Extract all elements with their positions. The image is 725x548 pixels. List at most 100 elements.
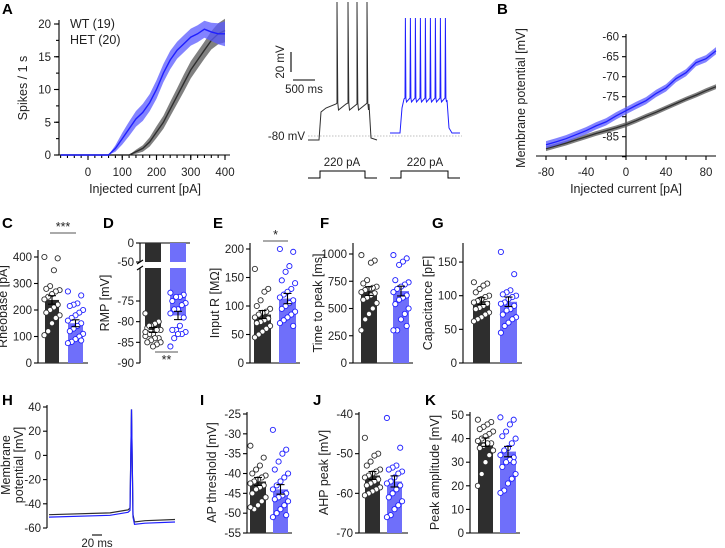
k-data-point-het: [512, 470, 519, 478]
i-data-point-het: [271, 496, 278, 503]
b-y-axis-label: Membrane potential [mV]: [514, 28, 528, 168]
d-data-point-het: [169, 297, 176, 305]
c-y-tick-label: 100: [13, 332, 32, 344]
e-data-point-wt: [251, 265, 258, 273]
k-data-point-het: [512, 435, 519, 442]
k-y-tick-label: 20: [451, 481, 464, 493]
d-data-point-het: [167, 289, 174, 296]
j-data-point-wt: [371, 452, 378, 459]
d-data-point-wt: [149, 343, 157, 350]
d-data-point-het: [178, 302, 185, 309]
panel-label-a: A: [2, 1, 13, 18]
i-y-tick-label: -35: [224, 449, 241, 461]
c-y-tick-label: 300: [13, 279, 32, 291]
d-data-point-het: [167, 343, 174, 350]
current-step-het: [390, 170, 460, 179]
d-y-tick-label: -80: [117, 317, 134, 329]
k-data-point-het: [506, 421, 513, 428]
f-y-axis-label: Time to peak [ms]: [311, 254, 325, 353]
d-y-tick-label: 0: [128, 238, 134, 250]
f-data-point-wt: [369, 305, 376, 312]
b-x-tick-label: -80: [538, 167, 555, 179]
panel-label-g: G: [432, 215, 444, 232]
j-y-axis-label: AHP peak [mV]: [317, 430, 331, 515]
c-data-point-het: [78, 292, 85, 299]
g-data-point-het: [511, 271, 518, 278]
j-data-point-het: [389, 490, 396, 497]
e-significance-stars: *: [273, 228, 278, 242]
k-y-tick-label: 0: [458, 528, 464, 540]
i-data-point-het: [269, 426, 276, 433]
c-data-point-wt: [45, 328, 52, 335]
k-data-point-het: [510, 416, 517, 423]
j-data-point-wt: [361, 492, 368, 499]
k-data-point-het: [499, 463, 506, 470]
example-trace-het: [390, 17, 460, 134]
i-data-point-het: [273, 510, 280, 517]
j-data-point-wt: [363, 462, 370, 469]
f-data-point-het: [392, 301, 399, 308]
step-label-het: 220 pA: [407, 157, 444, 169]
e-y-axis-label: Input R [MΩ]: [208, 268, 222, 338]
g-data-point-wt: [470, 279, 477, 286]
j-data-point-het: [385, 466, 392, 473]
c-y-axis-label: Rheobase [pA]: [0, 265, 10, 348]
d-data-point-wt: [144, 339, 151, 346]
g-data-point-het: [497, 300, 504, 307]
d-data-point-het: [169, 326, 176, 333]
b-y-tick-label: -75: [602, 92, 619, 104]
k-data-point-het: [510, 459, 517, 466]
f-y-tick-label: 750: [328, 276, 347, 288]
a-legend-wt: WT (19): [70, 17, 115, 31]
b-x-tick-label: 0: [623, 167, 629, 179]
i-data-point-het: [277, 506, 284, 513]
g-data-point-wt: [470, 318, 477, 325]
g-y-tick-label: 150: [438, 257, 457, 269]
panel-label-f: F: [320, 215, 329, 232]
step-label-wt: 220 pA: [324, 157, 361, 169]
j-data-point-het: [391, 506, 398, 513]
panel-label-k: K: [425, 392, 436, 409]
b-x-tick-label: 40: [660, 167, 673, 179]
b-x-tick-label: -40: [578, 167, 595, 179]
e-data-point-het: [290, 322, 297, 330]
k-data-point-het: [504, 480, 512, 487]
e-data-point-wt: [253, 302, 260, 310]
scale-bar-time-label: 500 ms: [285, 84, 323, 96]
e-y-tick-label: 0: [238, 358, 244, 370]
d-y-tick-label: -75: [117, 296, 134, 308]
d-bar-wt: [145, 268, 161, 330]
g-y-tick-label: 50: [444, 324, 457, 336]
b-sem-band-het: [546, 47, 716, 149]
j-data-point-het: [383, 414, 390, 422]
f-data-point-wt: [365, 310, 373, 318]
d-data-point-het: [176, 322, 183, 329]
d-bar-upper-het: [170, 243, 186, 262]
j-data-point-wt: [361, 474, 368, 481]
scale-bar-voltage-label: 20 mV: [275, 45, 287, 79]
i-data-point-wt: [247, 480, 254, 487]
k-data-point-het: [503, 428, 510, 435]
i-y-tick-label: -50: [224, 508, 241, 520]
b-y-tick-label: -70: [602, 72, 619, 84]
h-y-axis-label-line1: Membrane: [0, 435, 13, 495]
k-y-tick-label: 30: [451, 457, 464, 469]
c-data-point-het: [78, 337, 85, 344]
i-data-point-het: [279, 450, 286, 457]
i-data-point-wt: [249, 470, 256, 477]
g-data-point-het: [497, 248, 504, 256]
h-scale-bar-label: 20 ms: [81, 538, 113, 548]
d-data-point-het: [180, 314, 187, 321]
e-y-tick-label: 100: [225, 301, 244, 313]
e-data-point-het: [290, 248, 297, 255]
d-data-point-wt: [142, 310, 149, 317]
f-data-point-het: [397, 316, 405, 323]
d-axis-break-mark: [136, 265, 144, 271]
h-y-tick-label: -20: [24, 475, 41, 487]
j-y-tick-label: -50: [336, 449, 353, 461]
e-data-point-het: [276, 245, 283, 253]
f-data-point-het: [392, 277, 399, 284]
c-data-point-wt: [43, 285, 50, 292]
f-data-point-wt: [364, 277, 371, 284]
f-data-point-wt: [360, 280, 367, 287]
